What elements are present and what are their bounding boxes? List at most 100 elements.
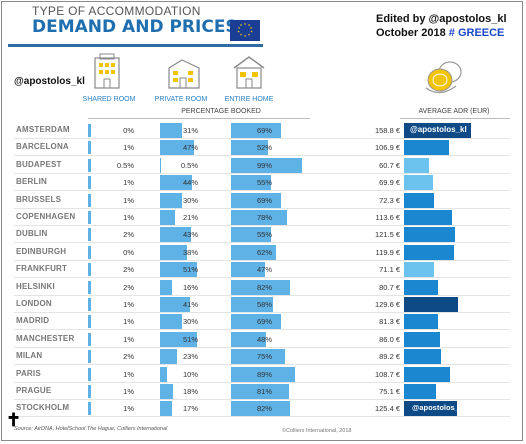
svg-text:★: ★ [240, 23, 243, 27]
row-divider [14, 225, 510, 226]
shared-room-value: 2% [123, 352, 134, 362]
svg-text:★: ★ [244, 22, 247, 26]
entire-home-value: 55% [256, 230, 272, 240]
adr-bar [404, 314, 439, 330]
private-room-value: 18% [182, 387, 198, 396]
city-label: FRANKFURT [16, 264, 68, 274]
row-divider [14, 399, 510, 400]
city-label: AMSTERDAM [16, 125, 70, 134]
editor-line1: Edited by @apostolos_kl [376, 13, 507, 25]
adr-value: 80.7 € [379, 282, 400, 292]
city-label: BUDAPEST [16, 159, 62, 169]
private-room-value: 21% [182, 213, 198, 222]
private-room-value: 51% [182, 265, 198, 275]
adr-bar [404, 192, 435, 208]
entire-home-bar [231, 297, 273, 312]
editor-country: # GREECE [448, 27, 505, 39]
entire-home-bar [231, 401, 291, 417]
adr-bar [404, 349, 442, 365]
page-title: DEMAND AND PRICES [32, 17, 238, 37]
private-room-bar [160, 210, 176, 225]
adr-value: 106.9 € [374, 143, 400, 153]
city-label: COPENHAGEN [16, 212, 76, 221]
adr-value: 71.1 € [379, 265, 400, 275]
adr-bar [404, 244, 455, 260]
adr-bar [404, 366, 450, 382]
adr-bar [404, 157, 430, 173]
table-row: AMSTERDAM 0% 31% 69% 158.8 € @apostolos_kl [0, 122, 526, 139]
entire-home-value: 69% [256, 317, 272, 327]
entire-home-bar [231, 366, 296, 382]
shared-room-bar [88, 193, 91, 207]
shared-room-value: 1% [123, 317, 134, 327]
private-room-value: 30% [182, 195, 198, 205]
entire-home-value: 69% [256, 126, 272, 135]
city-label: BERLIN [16, 177, 47, 187]
row-divider [14, 294, 510, 296]
entire-home-value: 62% [256, 247, 272, 257]
entire-home-value: 48% [256, 334, 272, 344]
watermark-handle: @apostolos_kl [410, 125, 467, 134]
entire-home-value: 75% [256, 352, 272, 362]
row-divider [14, 155, 510, 157]
shared-room-value: 1% [123, 387, 134, 396]
city-label: MILAN [16, 351, 43, 361]
shared-room-value: 1% [123, 143, 134, 153]
table-row: BUDAPEST 0.5% 0.5% 99% 60.7 € [0, 157, 526, 174]
adr-header: AVERAGE ADR (EUR) [418, 108, 490, 115]
private-room-value: 51% [182, 334, 198, 344]
cross-icon: ✝ [6, 410, 22, 430]
source-note: Source: AirDNA, HotelSchool The Hague, C… [14, 426, 168, 432]
city-label: PRAGUE [16, 386, 52, 395]
editor-credit: Edited by @apostolos_kl October 2018 # G… [376, 12, 507, 40]
private-room-bar [160, 314, 182, 330]
col-header-private-room: PRIVATE ROOM [154, 96, 208, 103]
entire-home-value: 99% [256, 160, 272, 170]
table-row: STOCKHOLM 1% 17% 82% 125.4 € @apostolos_kl [0, 400, 526, 418]
percentage-header-rule [88, 118, 310, 119]
private-room-bar [160, 349, 177, 365]
city-label: BARCELONA [16, 142, 69, 152]
private-room-bar [160, 227, 191, 243]
watermark-handle: @apostolos_kl [412, 403, 466, 413]
table-row: BARCELONA 1% 47% 52% 106.9 € [0, 139, 526, 157]
adr-value: 121.5 € [374, 230, 400, 240]
city-label: PARIS [16, 368, 41, 378]
entire-home-bar [231, 331, 266, 347]
shared-room-bar [88, 298, 91, 311]
adr-value: 75.1 € [379, 387, 400, 396]
col-header-entire-home: ENTIRE HOME [224, 96, 274, 103]
private-room-value: 10% [182, 369, 198, 379]
entire-home-value: 55% [256, 178, 272, 188]
house-icon [232, 54, 266, 95]
table-row: MANCHESTER 1% 51% 48% 86.0 € [0, 331, 526, 348]
private-room-value: 17% [182, 404, 198, 414]
entire-home-value: 81% [256, 387, 272, 396]
table-row: BERLIN 1% 44% 55% 69.9 € [0, 174, 526, 192]
adr-value: 119.9 € [375, 247, 400, 257]
row-divider [14, 381, 510, 383]
svg-text:★: ★ [250, 26, 253, 30]
adr-value: 129.6 € [374, 300, 400, 309]
row-divider [14, 364, 510, 366]
row-divider [14, 190, 510, 192]
adr-bar [404, 227, 456, 243]
adr-value: 158.8 € [374, 126, 400, 135]
private-room-bar [160, 331, 197, 347]
row-divider [14, 277, 510, 279]
private-room-value: 23% [182, 352, 198, 362]
adr-value: 60.7 € [379, 160, 400, 170]
adr-bar [404, 279, 438, 295]
shared-room-value: 0% [123, 247, 134, 257]
table-row: PARIS 1% 10% 89% 108.7 € [0, 366, 526, 383]
row-divider [14, 207, 510, 209]
entire-home-bar [231, 123, 281, 138]
table-row: LONDON 1% 41% 58% 129.6 € [0, 296, 526, 313]
adr-value: 81.3 € [379, 317, 400, 327]
table-row: PRAGUE 1% 18% 81% 75.1 € [0, 383, 526, 400]
percentage-booked-header: PERCENTAGE BOOKED [181, 108, 261, 115]
table-row: MILAN 2% 23% 75% 89.2 € [0, 348, 526, 366]
private-room-value: 41% [182, 300, 198, 309]
entire-home-bar [231, 210, 288, 225]
entire-home-value: 69% [256, 195, 272, 205]
